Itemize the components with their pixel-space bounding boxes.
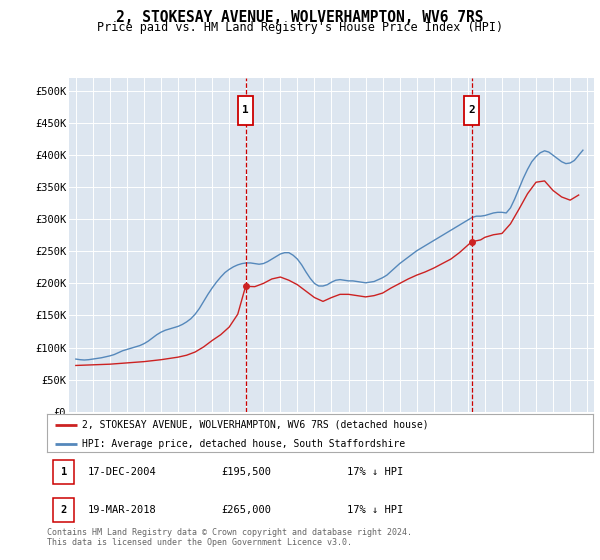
Text: 1: 1 bbox=[61, 467, 67, 477]
Text: 2, STOKESAY AVENUE, WOLVERHAMPTON, WV6 7RS: 2, STOKESAY AVENUE, WOLVERHAMPTON, WV6 7… bbox=[116, 10, 484, 25]
Bar bbox=[464, 96, 479, 124]
Text: Price paid vs. HM Land Registry's House Price Index (HPI): Price paid vs. HM Land Registry's House … bbox=[97, 21, 503, 34]
Text: 17-DEC-2004: 17-DEC-2004 bbox=[88, 467, 157, 477]
Bar bbox=[53, 460, 74, 484]
Text: 17% ↓ HPI: 17% ↓ HPI bbox=[347, 467, 403, 477]
Text: £265,000: £265,000 bbox=[221, 505, 272, 515]
Text: 17% ↓ HPI: 17% ↓ HPI bbox=[347, 505, 403, 515]
Text: 19-MAR-2018: 19-MAR-2018 bbox=[88, 505, 157, 515]
Text: HPI: Average price, detached house, South Staffordshire: HPI: Average price, detached house, Sout… bbox=[82, 439, 406, 449]
Bar bbox=[238, 96, 253, 124]
Text: Contains HM Land Registry data © Crown copyright and database right 2024.
This d: Contains HM Land Registry data © Crown c… bbox=[47, 528, 412, 547]
Text: 2: 2 bbox=[61, 505, 67, 515]
Text: 1: 1 bbox=[242, 105, 249, 115]
Text: £195,500: £195,500 bbox=[221, 467, 272, 477]
Text: 2, STOKESAY AVENUE, WOLVERHAMPTON, WV6 7RS (detached house): 2, STOKESAY AVENUE, WOLVERHAMPTON, WV6 7… bbox=[82, 419, 429, 430]
Bar bbox=[53, 498, 74, 522]
Text: 2: 2 bbox=[468, 105, 475, 115]
